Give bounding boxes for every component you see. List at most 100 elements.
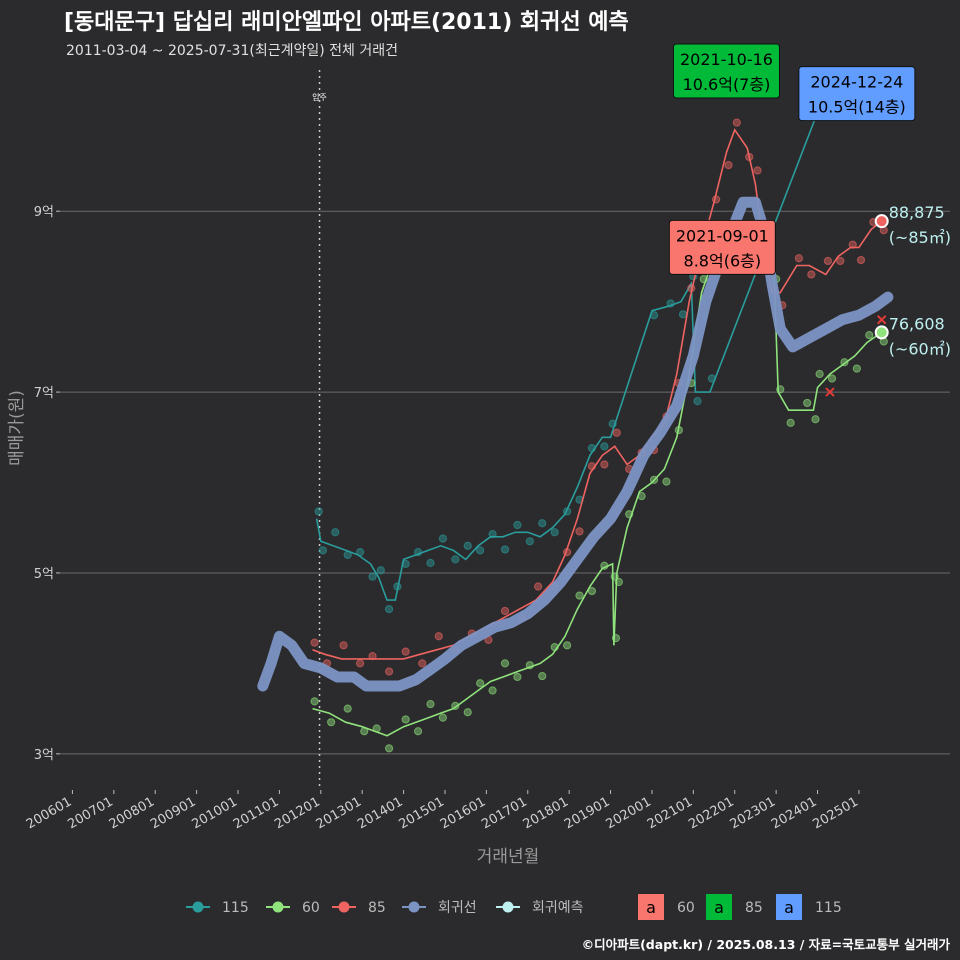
x-tick-label: 200801 <box>107 794 157 832</box>
point-s115 <box>451 555 460 564</box>
y-tick-label: 9억 <box>34 205 54 220</box>
x-tick-label: 201101 <box>231 794 281 832</box>
x-tick-label: 201601 <box>438 794 488 832</box>
end-value-label: 76,608 <box>889 314 945 333</box>
series-layer <box>257 73 894 753</box>
point-s115 <box>384 605 394 614</box>
point-s60 <box>384 744 394 753</box>
point-s60 <box>562 641 572 650</box>
point-s115 <box>318 546 327 555</box>
point-s60 <box>786 418 795 427</box>
point-s85 <box>836 256 845 266</box>
line-s85 <box>312 128 883 660</box>
legend-box-glyph: a <box>714 898 724 917</box>
point-s85 <box>310 638 319 647</box>
point-s60 <box>438 713 448 722</box>
legend-box-label: 60 <box>677 900 695 916</box>
line-s60 <box>312 237 883 737</box>
x-tick-label: 200901 <box>148 794 198 832</box>
legend-box-glyph: a <box>784 898 794 917</box>
point-s60 <box>426 699 435 709</box>
point-s115 <box>678 310 688 319</box>
point-s60 <box>476 679 485 688</box>
x-tick-label: 202301 <box>728 794 778 832</box>
chart-title: [동대문구] 답십리 래미안엘파인 아파트(2011) 회귀선 예측 <box>64 10 629 35</box>
point-s60 <box>343 704 352 713</box>
x-tick-label: 201401 <box>355 794 405 832</box>
legend-symbol-s115 <box>192 901 204 913</box>
chart-subtitle: 2011-03-04 ~ 2025-07-31(최근계약일) 전체 거래건 <box>66 43 398 59</box>
annotation-label_85: 2021-10-16 10.6억(7층) <box>672 43 780 99</box>
x-tick-label: 202001 <box>603 794 653 832</box>
grid-layer: 입주 <box>60 70 950 790</box>
legend-box-glyph: a <box>646 898 656 917</box>
point-s85 <box>418 659 427 668</box>
annotation-label_60: 2021-09-01 8.8억(6층) <box>668 219 776 275</box>
point-s85 <box>368 652 377 661</box>
legend-label: 115 <box>222 900 249 916</box>
point-s85 <box>794 254 804 263</box>
point-s60 <box>827 374 837 383</box>
x-tick-label: 201301 <box>314 794 364 832</box>
point-s60 <box>811 415 820 424</box>
legend-box-label: 85 <box>745 900 763 916</box>
point-s115 <box>550 528 559 537</box>
point-s85 <box>384 667 394 676</box>
point-s85 <box>434 632 443 641</box>
point-s60 <box>852 364 861 373</box>
axis-layer: 3억5억7억9억20060120070120080120090120100120… <box>24 205 861 832</box>
point-s85 <box>339 641 348 650</box>
end-point-s60 <box>874 325 889 340</box>
annotation-price: 10.6억(7층) <box>683 75 771 94</box>
x-tick-label: 200601 <box>24 794 74 832</box>
point-s115 <box>476 546 485 555</box>
annotation-box <box>668 219 776 275</box>
point-s85 <box>600 460 609 469</box>
point-s85 <box>575 527 584 536</box>
annotation-date: 2024-12-24 <box>810 73 903 92</box>
x-tick-label: 201901 <box>562 794 612 832</box>
end-value-label: 88,875 <box>889 203 945 222</box>
point-s115 <box>488 529 497 539</box>
annotation-date: 2021-09-01 <box>676 226 769 245</box>
point-s60 <box>463 708 472 717</box>
point-s85 <box>500 606 510 616</box>
point-s115 <box>538 519 547 528</box>
point-s60 <box>662 477 671 486</box>
point-s60 <box>803 398 812 408</box>
point-s85 <box>401 647 410 656</box>
point-s115 <box>600 442 609 451</box>
regression-line <box>257 196 894 692</box>
forecast-marker <box>825 387 835 397</box>
point-s115 <box>426 558 435 568</box>
legend-label: 60 <box>302 900 320 916</box>
point-s115 <box>525 537 534 546</box>
annotation-box <box>672 43 780 99</box>
annotation-date: 2021-10-16 <box>680 50 773 69</box>
line-s115 <box>315 79 843 601</box>
point-s60 <box>327 718 336 727</box>
x-tick-label: 202201 <box>686 794 736 832</box>
legend-symbol-s60 <box>272 901 284 913</box>
forecast-marker <box>876 315 887 325</box>
end-unit-label: (~60㎡) <box>889 339 951 358</box>
legend-box-label_60 <box>638 894 664 920</box>
point-s60 <box>538 671 547 681</box>
x-tick-label: 202401 <box>769 794 819 832</box>
legend-label: 회귀예측 <box>532 900 584 916</box>
x-tick-label: 202501 <box>810 794 860 832</box>
x-tick-label: 201701 <box>479 794 529 832</box>
legend-label: 회귀선 <box>438 900 477 916</box>
annotation-price: 10.5억(14층) <box>808 98 906 117</box>
point-s115 <box>331 528 340 537</box>
legend-label: 85 <box>368 900 386 916</box>
end-unit-label: (~85㎡) <box>889 228 951 247</box>
point-s60 <box>587 586 597 596</box>
annotation-box <box>798 66 916 122</box>
y-axis-title: 매매가(원) <box>7 390 27 466</box>
x-tick-label: 202101 <box>645 794 695 832</box>
point-s60 <box>513 672 522 682</box>
legend-box-label_115 <box>776 894 802 920</box>
legend-box-label: 115 <box>815 900 842 916</box>
